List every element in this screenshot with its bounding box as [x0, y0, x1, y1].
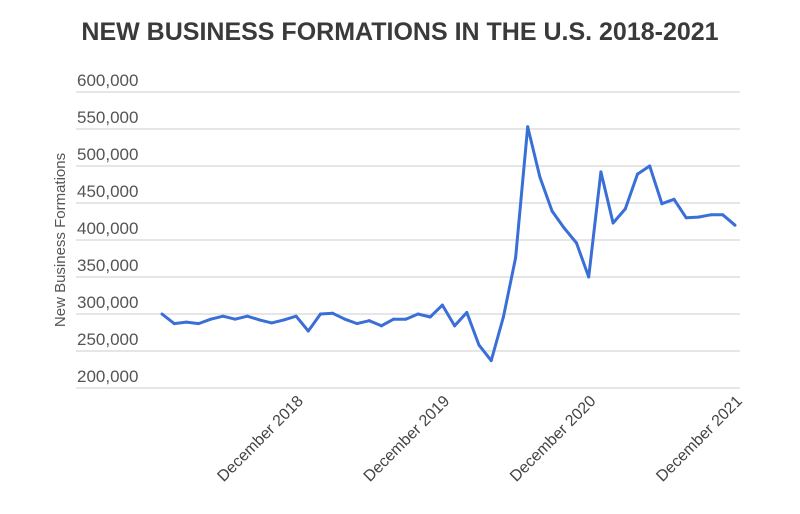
data-point — [197, 322, 201, 326]
data-point — [575, 241, 579, 245]
data-points — [160, 125, 737, 363]
data-point — [428, 315, 432, 319]
data-point — [318, 312, 322, 316]
data-point — [258, 318, 262, 322]
data-point — [514, 256, 518, 260]
data-point — [160, 312, 164, 316]
y-tick-label: 200,000 — [77, 367, 138, 386]
data-point — [684, 216, 688, 220]
series-line — [161, 125, 736, 363]
y-tick-label: 350,000 — [77, 256, 138, 275]
data-point — [465, 311, 469, 315]
data-point — [440, 303, 444, 307]
y-tick-label: 400,000 — [77, 219, 138, 238]
data-point — [209, 317, 213, 321]
data-point — [270, 321, 274, 325]
y-tick-label: 250,000 — [77, 330, 138, 349]
data-point — [379, 324, 383, 328]
x-tick-label: December 2020 — [507, 393, 600, 486]
data-point — [526, 125, 530, 129]
data-point — [501, 315, 505, 319]
y-axis-label: New Business Formations — [52, 153, 69, 327]
data-point — [477, 343, 481, 347]
data-point — [562, 226, 566, 230]
data-point — [623, 207, 627, 211]
data-point — [453, 324, 457, 328]
data-point — [538, 175, 542, 179]
data-point — [172, 322, 176, 326]
data-point — [282, 318, 286, 322]
x-tick-label: December 2021 — [653, 393, 746, 486]
y-tick-label: 450,000 — [77, 182, 138, 201]
data-point — [611, 221, 615, 225]
data-point — [294, 314, 298, 318]
data-point — [648, 164, 652, 168]
data-point — [404, 317, 408, 321]
y-tick-label: 500,000 — [77, 145, 138, 164]
data-point — [599, 170, 603, 174]
data-point — [489, 359, 493, 363]
data-point — [221, 314, 225, 318]
y-tick-label: 600,000 — [77, 71, 138, 90]
data-point — [635, 172, 639, 176]
data-point — [672, 197, 676, 201]
data-point — [587, 275, 591, 279]
data-point — [392, 317, 396, 321]
data-point — [696, 215, 700, 219]
data-point — [367, 319, 371, 323]
data-point — [306, 329, 310, 333]
data-point — [721, 213, 725, 217]
data-point — [416, 312, 420, 316]
y-tick-label: 300,000 — [77, 293, 138, 312]
data-point — [331, 311, 335, 315]
data-point — [733, 223, 737, 227]
data-point — [355, 322, 359, 326]
data-point — [709, 213, 713, 217]
data-point — [245, 314, 249, 318]
data-point — [550, 209, 554, 213]
x-tick-label: December 2018 — [214, 393, 307, 486]
data-point — [184, 320, 188, 324]
x-tick-label: December 2019 — [361, 393, 454, 486]
data-point — [233, 317, 237, 321]
chart-title: NEW BUSINESS FORMATIONS IN THE U.S. 2018… — [81, 18, 718, 46]
data-point — [343, 317, 347, 321]
data-point — [660, 202, 664, 206]
y-tick-label: 550,000 — [77, 108, 138, 127]
